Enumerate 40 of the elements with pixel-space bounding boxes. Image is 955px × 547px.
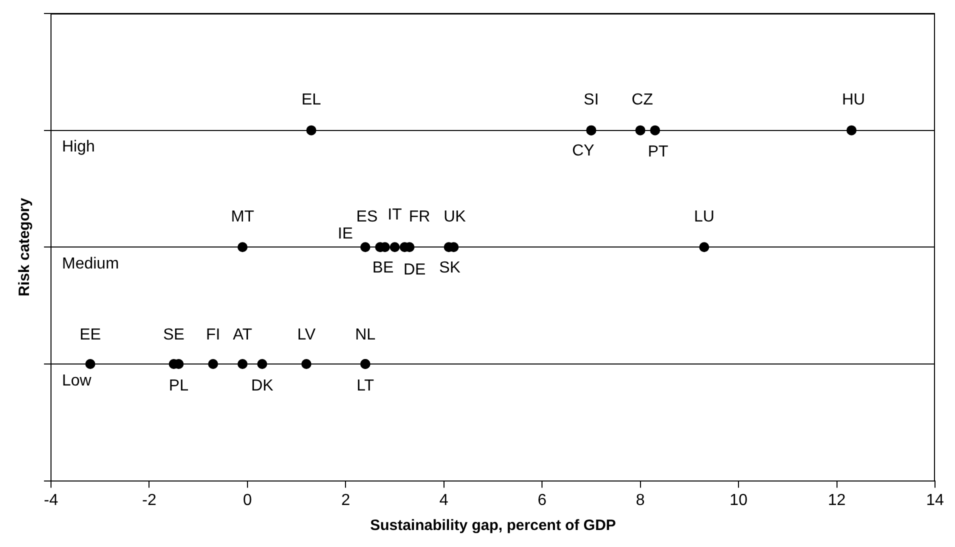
y-tick-label: High — [62, 138, 95, 156]
data-label: DE — [403, 262, 426, 279]
x-tick-label: 14 — [926, 492, 944, 509]
data-label: CZ — [632, 92, 654, 109]
x-tick-label: 8 — [636, 492, 645, 509]
data-label: AT — [232, 326, 252, 344]
data-label: DK — [251, 377, 274, 394]
data-label: LV — [297, 326, 316, 344]
x-axis-title: Sustainability gap, percent of GDP — [370, 517, 616, 534]
data-label: SI — [584, 92, 599, 109]
data-label: UK — [444, 208, 466, 226]
data-label: SE — [163, 326, 184, 344]
x-tick-label: 10 — [730, 492, 748, 509]
data-label: LU — [694, 208, 714, 226]
data-label: NL — [355, 326, 376, 344]
data-label: CY — [572, 142, 595, 160]
x-tick-label: 6 — [538, 492, 547, 509]
y-tick-label: Low — [62, 372, 92, 390]
y-axis-title: Risk category — [16, 197, 34, 296]
data-label: FI — [206, 326, 220, 344]
data-label: BE — [372, 260, 394, 277]
x-tick-label: 12 — [828, 492, 846, 509]
data-label: PL — [168, 377, 189, 394]
data-label: SK — [439, 260, 461, 277]
data-label: EL — [302, 92, 322, 109]
data-label: HU — [842, 92, 866, 109]
data-label: IE — [338, 226, 353, 243]
y-tick-label: Medium — [62, 256, 119, 273]
data-label: MT — [230, 208, 254, 226]
x-tick-label: 2 — [341, 492, 350, 509]
data-label: PT — [648, 144, 669, 161]
data-label: LT — [356, 377, 374, 394]
x-tick-label: 4 — [439, 492, 448, 509]
data-label: ES — [356, 208, 378, 226]
x-tick-label: 0 — [242, 492, 252, 509]
data-label: FR — [408, 208, 430, 226]
x-tick-label: -2 — [142, 492, 156, 509]
data-label: IT — [388, 206, 402, 224]
x-tick-label: -4 — [44, 492, 58, 509]
data-label: EE — [80, 326, 101, 344]
